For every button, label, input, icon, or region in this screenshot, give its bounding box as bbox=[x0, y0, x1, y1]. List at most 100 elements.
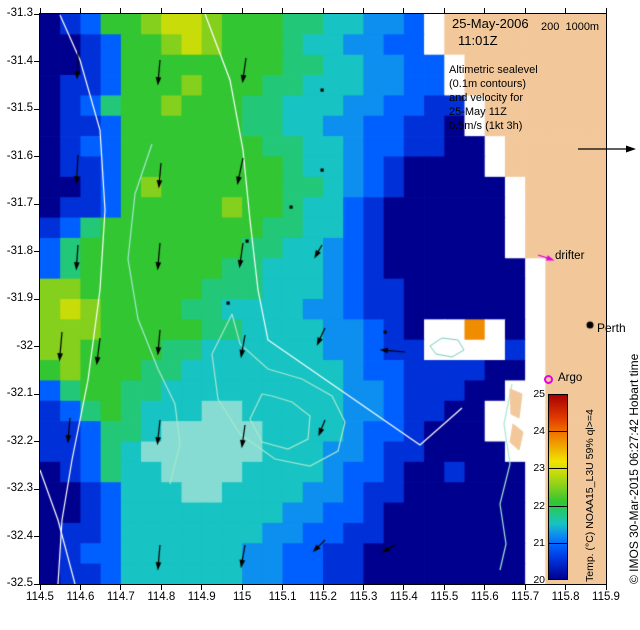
colorbar-title: Temp. (°C) NOAA15_L3U 59% ql>=4 bbox=[584, 409, 596, 582]
colorbar-tick-label: 22 bbox=[533, 499, 545, 512]
x-tick bbox=[160, 585, 162, 590]
x-tick bbox=[39, 8, 41, 13]
x-tick-label: 115 bbox=[232, 591, 252, 603]
argo-float-icon bbox=[544, 375, 553, 384]
x-tick bbox=[524, 585, 526, 590]
x-tick bbox=[120, 585, 122, 590]
x-tick-label: 115.8 bbox=[551, 591, 580, 603]
x-tick bbox=[79, 8, 81, 13]
x-tick bbox=[322, 8, 324, 13]
x-tick bbox=[160, 8, 162, 13]
x-tick bbox=[605, 585, 607, 590]
y-tick-label: -32.1 bbox=[6, 387, 33, 399]
bathymetry-contour-label: 200 1000m bbox=[541, 21, 600, 33]
x-tick bbox=[565, 585, 567, 590]
y-tick bbox=[34, 108, 39, 110]
x-tick bbox=[565, 8, 567, 13]
sst-map-canvas bbox=[40, 14, 606, 584]
colorbar-tick-label: 20 bbox=[533, 574, 545, 586]
x-tick-label: 115.4 bbox=[389, 591, 418, 603]
x-tick bbox=[443, 8, 445, 13]
colorbar-tick bbox=[548, 505, 568, 507]
x-tick bbox=[79, 585, 81, 590]
y-tick-label: -31.6 bbox=[6, 149, 33, 162]
colorbar-tick bbox=[548, 542, 568, 544]
x-tick bbox=[201, 585, 203, 590]
y-tick-label: -31.9 bbox=[6, 292, 33, 304]
colorbar-tick-label: 21 bbox=[533, 536, 545, 549]
y-tick bbox=[34, 346, 39, 347]
x-tick bbox=[605, 8, 607, 13]
x-tick-label: 115.5 bbox=[430, 591, 459, 603]
x-tick bbox=[120, 8, 122, 13]
colorbar-gradient bbox=[549, 395, 567, 579]
x-tick-label: 115.9 bbox=[592, 591, 620, 603]
y-tick bbox=[34, 251, 39, 252]
colorbar-tick-label: 24 bbox=[533, 425, 545, 438]
colorbar bbox=[548, 394, 568, 580]
x-tick-label: 114.6 bbox=[66, 591, 95, 603]
x-tick bbox=[403, 585, 405, 590]
x-tick bbox=[241, 8, 243, 13]
x-tick bbox=[39, 585, 41, 590]
legend-block: Altimetric sealevel (0.1m contours) and … bbox=[449, 63, 538, 133]
y-tick bbox=[34, 441, 39, 442]
y-tick-label: -31.7 bbox=[6, 197, 33, 209]
x-tick-label: 115.6 bbox=[470, 591, 499, 603]
x-tick bbox=[322, 585, 324, 590]
x-tick-label: 115.2 bbox=[309, 591, 337, 603]
colorbar-tick bbox=[548, 431, 568, 433]
y-tick bbox=[34, 536, 39, 537]
x-tick bbox=[241, 585, 243, 590]
legend-line: 25-May 11Z bbox=[449, 106, 507, 118]
x-tick bbox=[443, 585, 445, 590]
x-tick-label: 115.1 bbox=[268, 591, 297, 603]
y-tick-label: -31.4 bbox=[6, 54, 33, 67]
y-tick bbox=[34, 298, 39, 300]
date-label: 25-May-2006 bbox=[452, 16, 529, 31]
y-tick bbox=[34, 488, 39, 490]
x-tick bbox=[362, 585, 364, 590]
y-tick bbox=[34, 13, 39, 15]
y-tick bbox=[34, 393, 39, 395]
x-tick-label: 114.5 bbox=[26, 591, 54, 603]
legend-line: 0.5m/s (1kt 3h) bbox=[449, 120, 523, 132]
legend-line: Altimetric sealevel bbox=[449, 64, 538, 76]
x-tick bbox=[282, 8, 284, 13]
y-tick bbox=[34, 583, 39, 585]
y-tick bbox=[34, 203, 39, 205]
y-tick-label: -31.3 bbox=[6, 7, 33, 19]
legend-line: and velocity for bbox=[449, 92, 523, 104]
x-tick-label: 114.7 bbox=[106, 591, 135, 603]
y-tick-label: -32.5 bbox=[6, 577, 33, 589]
x-tick bbox=[524, 8, 526, 13]
y-tick-label: -32.3 bbox=[6, 482, 33, 494]
argo-label: Argo bbox=[558, 372, 583, 384]
x-tick bbox=[403, 8, 405, 13]
y-tick-label: -32.2 bbox=[6, 434, 33, 447]
y-tick bbox=[34, 61, 39, 62]
velocity-scale-arrow-icon bbox=[578, 145, 636, 153]
x-tick-label: 114.9 bbox=[187, 591, 216, 603]
colorbar-tick bbox=[548, 468, 568, 470]
y-tick-label: -31.8 bbox=[6, 244, 33, 257]
x-tick-label: 114.8 bbox=[147, 591, 176, 603]
colorbar-tick-label: 23 bbox=[533, 462, 545, 475]
x-tick bbox=[282, 585, 284, 590]
copyright-credit: © IMOS 30-Mar-2015 06:27:42 Hobart time bbox=[627, 353, 640, 584]
x-tick bbox=[362, 8, 364, 13]
drifter-label: drifter bbox=[555, 250, 585, 262]
x-tick-label: 115.3 bbox=[349, 591, 378, 603]
x-tick bbox=[484, 585, 486, 590]
colorbar-tick-label: 25 bbox=[533, 388, 545, 400]
perth-city-label: Perth bbox=[597, 321, 626, 335]
legend-line: (0.1m contours) bbox=[449, 78, 527, 90]
x-tick-label: 115.7 bbox=[511, 591, 540, 603]
x-tick bbox=[484, 8, 486, 13]
y-tick-label: -32.4 bbox=[6, 529, 33, 542]
y-tick-label: -31.5 bbox=[6, 102, 33, 114]
y-tick bbox=[34, 156, 39, 157]
y-tick-label: -32 bbox=[16, 339, 33, 352]
x-tick bbox=[201, 8, 203, 13]
